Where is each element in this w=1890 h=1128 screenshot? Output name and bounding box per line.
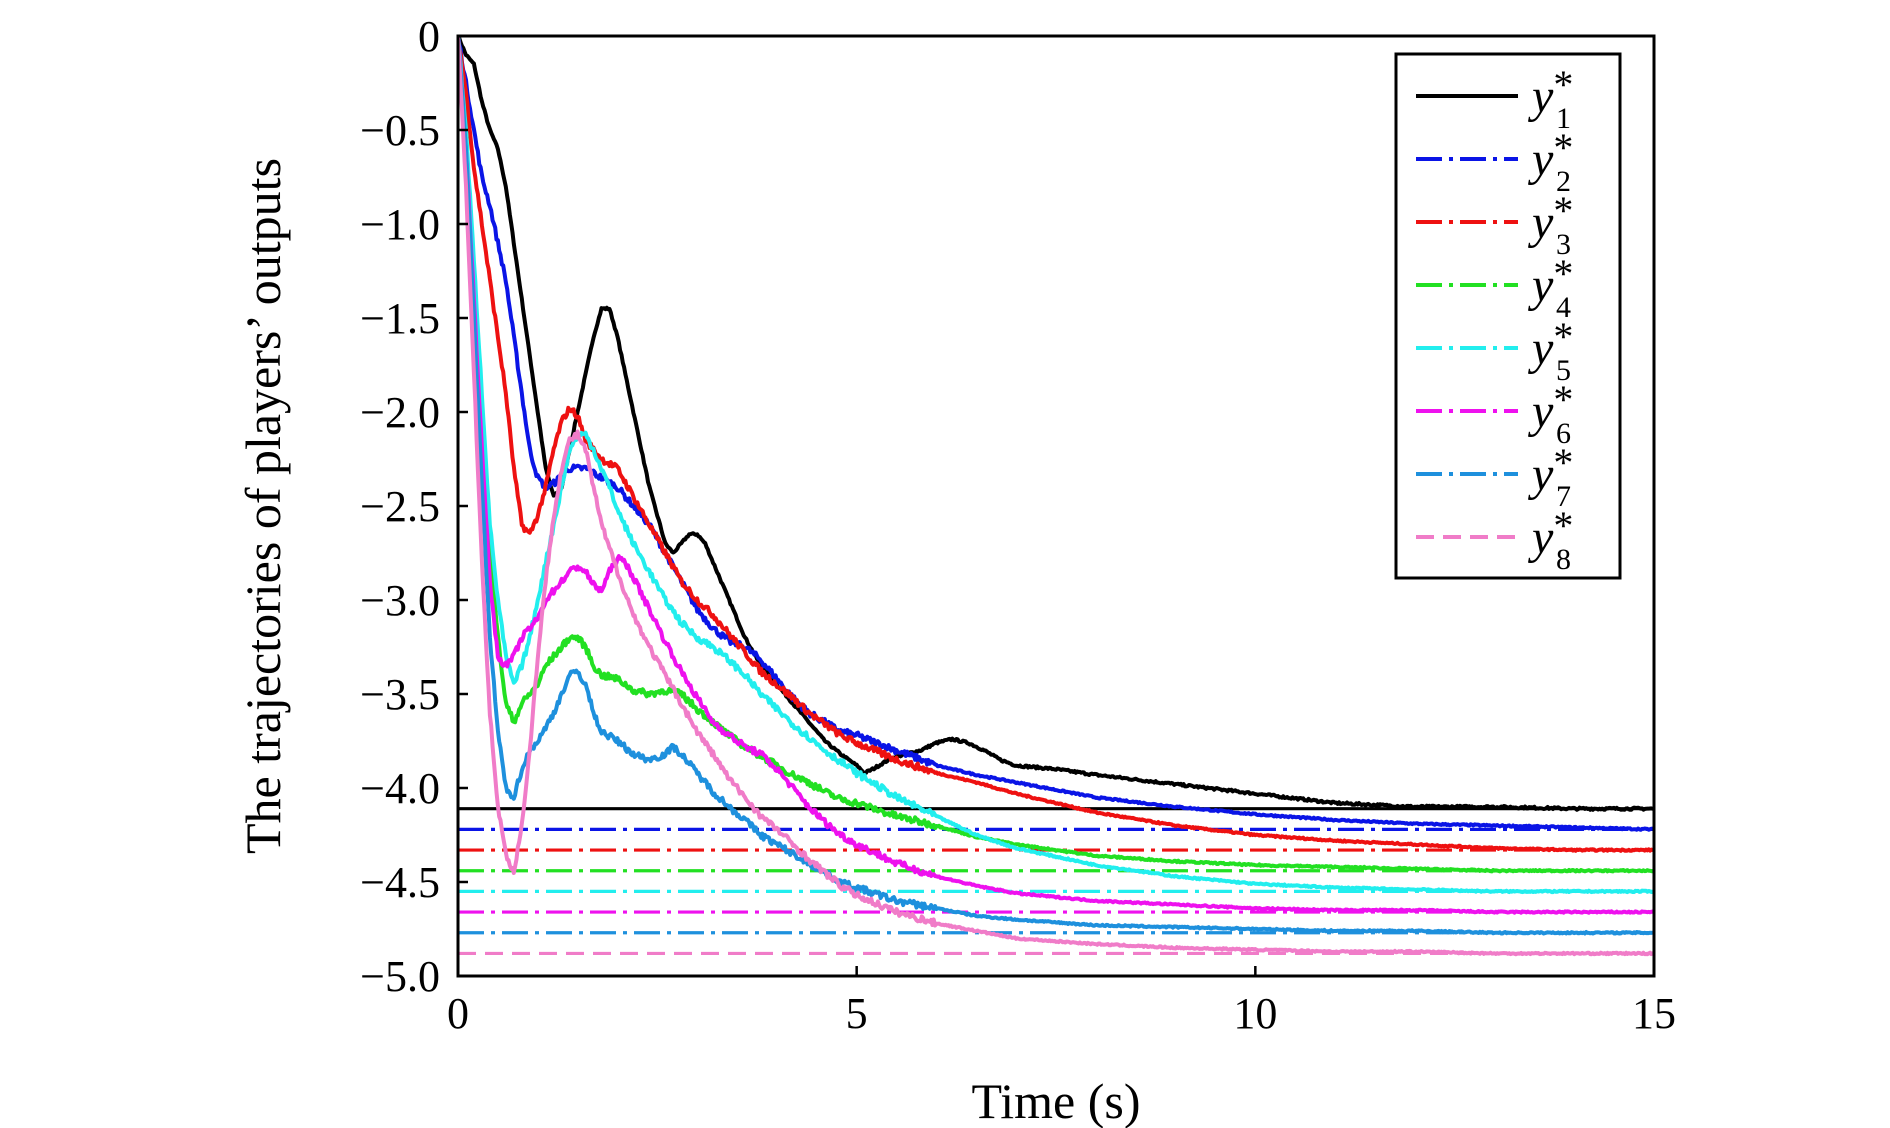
series-line — [458, 36, 1654, 895]
legend-label: y* 6 — [1527, 377, 1573, 450]
series-line — [458, 36, 1654, 812]
series-line — [458, 37, 1654, 957]
legend: y* 1y* 2y* 3y* 4y* 5y* 6y* 7y* 8 — [1394, 52, 1622, 580]
legend-label: y* 4 — [1527, 251, 1573, 324]
y-tick-label: −2.0 — [360, 388, 440, 437]
x-tick-label: 10 — [1233, 989, 1277, 1038]
y-axis-title: The trajectories of players’ outputs — [235, 158, 291, 854]
series-line — [458, 36, 1654, 936]
y-tick-label: −3.5 — [360, 670, 440, 719]
y-tick-label: −4.0 — [360, 764, 440, 813]
y-tick-label: −0.5 — [360, 106, 440, 155]
y-tick-label: −1.5 — [360, 294, 440, 343]
legend-frame — [1394, 52, 1622, 580]
legend-label: y* 3 — [1527, 188, 1573, 261]
series-line — [458, 36, 1654, 853]
legend-label: y* 7 — [1527, 440, 1573, 513]
x-tick-label: 15 — [1632, 989, 1676, 1038]
y-tick-label: −5.0 — [360, 952, 440, 1001]
y-axis-ticks: 0 −0.5 −1.0 −1.5 −2.0 −2.5 −3.0 −3.5 −4.0 −4.5 −5.… — [360, 12, 468, 1001]
series-line — [458, 36, 1654, 874]
y-tick-label: −4.5 — [360, 858, 440, 907]
x-axis-title: Time (s) — [971, 1073, 1140, 1128]
series-line — [458, 38, 1654, 915]
legend-label: y* 5 — [1527, 314, 1573, 387]
legend-label: y* 1 — [1527, 62, 1573, 135]
legend-label: y* 8 — [1527, 503, 1573, 576]
y-tick-label: 0 — [418, 12, 440, 61]
series-lines — [458, 36, 1654, 957]
x-tick-label: 5 — [846, 989, 868, 1038]
y-tick-label: −3.0 — [360, 576, 440, 625]
x-tick-label: 0 — [447, 989, 469, 1038]
y-tick-label: −2.5 — [360, 482, 440, 531]
x-axis-ticks: 0 5 10 15 — [447, 966, 1676, 1038]
y-tick-label: −1.0 — [360, 200, 440, 249]
legend-label: y* 2 — [1527, 125, 1573, 198]
